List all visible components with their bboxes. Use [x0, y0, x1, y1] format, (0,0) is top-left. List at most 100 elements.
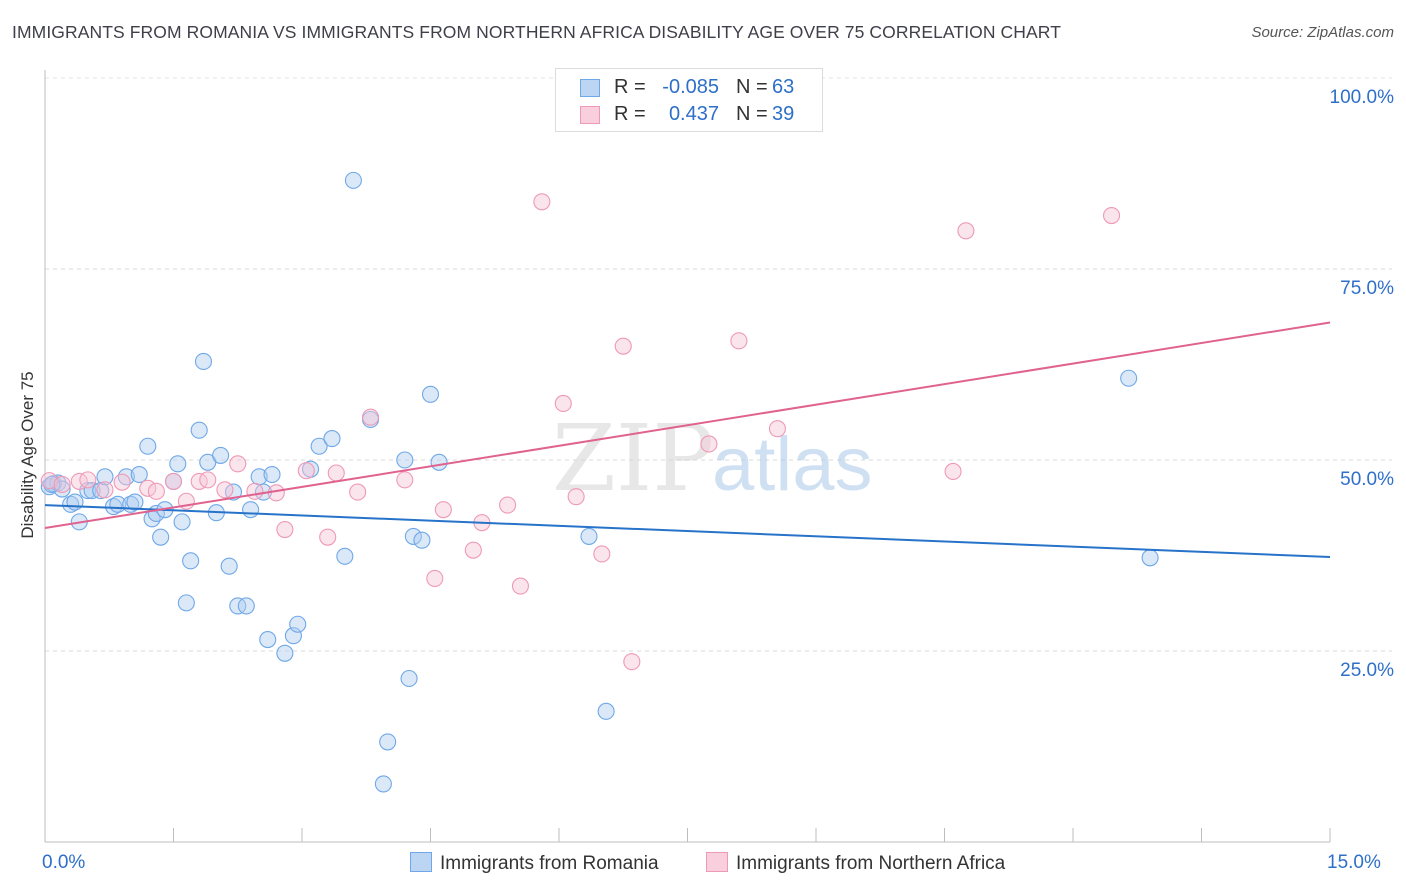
point-series1-16 [276, 520, 294, 539]
point-series0-8 [83, 482, 101, 500]
point-series1-13 [229, 455, 247, 473]
point-series1-8 [164, 472, 183, 490]
trend-line-series0 [44, 504, 1331, 559]
series-label-northern-africa: Immigrants from Northern Africa [736, 853, 1006, 874]
point-series0-3 [53, 480, 71, 498]
point-series1-3 [79, 471, 97, 489]
point-series1-17 [297, 462, 315, 480]
point-series1-37 [768, 420, 787, 438]
point-series0-20 [152, 528, 170, 546]
y-tick-label-50: 50.0% [1340, 469, 1394, 490]
data-points [40, 171, 1159, 793]
point-series1-23 [426, 569, 444, 587]
point-series0-28 [194, 352, 213, 370]
point-series0-26 [182, 552, 200, 570]
series-swatch-romania [410, 852, 432, 872]
point-series0-59 [597, 702, 615, 720]
series-swatch-northern-africa [706, 852, 728, 872]
series-label-romania: Immigrants from Romania [440, 853, 659, 874]
point-series1-20 [361, 408, 380, 426]
point-series1-2 [70, 472, 88, 490]
point-series0-61 [1141, 549, 1159, 567]
point-series1-24 [434, 501, 452, 519]
legend-swatch-romania [580, 79, 600, 97]
point-series0-46 [323, 430, 341, 448]
point-series1-38 [944, 462, 962, 481]
point-series0-51 [379, 733, 397, 751]
point-series0-32 [220, 557, 238, 575]
point-series1-30 [554, 394, 572, 413]
legend-n-value: 39 [772, 103, 795, 125]
point-series0-25 [177, 594, 195, 612]
point-series0-57 [430, 453, 448, 471]
point-series1-33 [614, 337, 632, 355]
point-series1-19 [327, 464, 345, 482]
point-series1-10 [190, 472, 208, 490]
point-series1-21 [349, 483, 367, 501]
point-series1-0 [40, 472, 58, 490]
point-series0-58 [580, 527, 598, 545]
point-series1-32 [593, 545, 611, 563]
legend-r-label: R = [614, 103, 646, 125]
axes [44, 70, 1331, 843]
watermark-zip: ZIP [552, 405, 714, 512]
point-series1-4 [96, 481, 114, 499]
y-tick-label-100: 100.0% [1329, 87, 1394, 108]
point-series0-60 [1120, 369, 1138, 387]
legend-r-value: -0.085 [662, 76, 719, 98]
point-series0-10 [96, 468, 114, 486]
point-series0-34 [229, 597, 247, 615]
point-series0-16 [130, 465, 148, 484]
point-series1-28 [511, 577, 530, 595]
point-series1-25 [464, 541, 482, 559]
trend-line-series1 [44, 321, 1331, 529]
point-series0-5 [66, 493, 84, 511]
point-series0-45 [310, 437, 328, 455]
point-series0-23 [169, 455, 187, 473]
point-series1-36 [730, 332, 748, 350]
point-series1-14 [246, 482, 264, 500]
point-series0-39 [259, 630, 277, 649]
point-series1-18 [319, 528, 337, 546]
point-series1-5 [113, 473, 131, 491]
legend-r-label: R = [614, 76, 646, 98]
point-series0-55 [413, 531, 431, 549]
point-series0-53 [400, 669, 418, 688]
point-series1-34 [623, 653, 641, 671]
point-series1-22 [396, 471, 414, 489]
y-axis-label: Disability Age Over 75 [18, 371, 37, 539]
y-tick-label-25: 25.0% [1340, 660, 1394, 681]
y-tick-label-75: 75.0% [1340, 278, 1394, 299]
legend-n-label: N = [736, 103, 768, 125]
point-series0-17 [139, 437, 157, 455]
point-series1-31 [567, 488, 585, 506]
legend-n-value: 63 [772, 76, 795, 98]
point-series1-7 [147, 482, 165, 500]
grid-lines [45, 77, 1392, 652]
point-series1-27 [499, 496, 517, 514]
point-series0-36 [242, 501, 260, 519]
watermark-atlas: atlas [712, 422, 873, 507]
point-series1-29 [533, 193, 551, 211]
point-series1-11 [199, 471, 217, 489]
x-tick-label-min: 0.0% [42, 852, 86, 873]
series-legend-northern-africa: Immigrants from Northern Africa [706, 852, 1005, 875]
series-legend-romania: Immigrants from Romania [410, 852, 659, 875]
point-series0-41 [276, 644, 294, 662]
point-series1-39 [957, 222, 975, 240]
point-series0-31 [212, 446, 230, 464]
point-series0-48 [344, 171, 362, 189]
point-series0-24 [173, 513, 191, 531]
legend-n-label: N = [736, 76, 768, 98]
point-series0-52 [396, 451, 414, 469]
legend-swatch-northern-africa [580, 106, 600, 124]
point-series0-54 [404, 527, 422, 545]
x-tick-label-max: 15.0% [1327, 852, 1381, 873]
trend-lines [44, 321, 1331, 559]
point-series0-15 [126, 493, 144, 511]
point-series1-1 [53, 475, 71, 493]
point-series0-40 [263, 465, 281, 484]
point-series0-27 [190, 421, 208, 439]
point-series1-40 [1103, 206, 1121, 225]
